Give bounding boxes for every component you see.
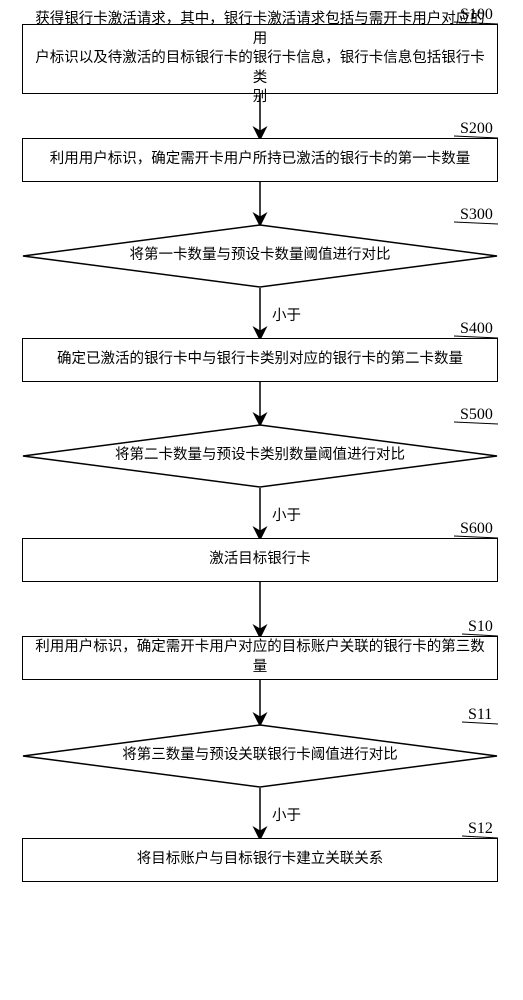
node-text: 获得银行卡激活请求，其中，银行卡激活请求包括与需开卡用户对应的用 户标识以及待激… — [31, 10, 489, 108]
flow-rect-s10: 利用用户标识，确定需开卡用户对应的目标账户关联的银行卡的第三数量 — [22, 636, 498, 680]
step-label-s100: S100 — [460, 6, 493, 24]
step-label-s11: S11 — [468, 706, 492, 724]
edge-label: 小于 — [272, 304, 301, 325]
node-text: 利用用户标识，确定需开卡用户所持已激活的银行卡的第一卡数量 — [50, 150, 471, 170]
step-label-s12: S12 — [468, 820, 493, 838]
flowchart-stage: 获得银行卡激活请求，其中，银行卡激活请求包括与需开卡用户对应的用 户标识以及待激… — [0, 0, 523, 1000]
step-label-s200: S200 — [460, 120, 493, 138]
flow-diamond-s11: 将第三数量与预设关联银行卡阈值进行对比 — [22, 724, 498, 788]
edge-label: 小于 — [272, 504, 301, 525]
step-label-s600: S600 — [460, 520, 493, 538]
step-label-s400: S400 — [460, 320, 493, 338]
step-label-s300: S300 — [460, 206, 493, 224]
node-text: 确定已激活的银行卡中与银行卡类别对应的银行卡的第二卡数量 — [57, 350, 463, 370]
edge-label: 小于 — [272, 804, 301, 825]
node-text: 将第一卡数量与预设卡数量阈值进行对比 — [22, 246, 498, 266]
step-label-s500: S500 — [460, 406, 493, 424]
flow-rect-s200: 利用用户标识，确定需开卡用户所持已激活的银行卡的第一卡数量 — [22, 138, 498, 182]
flow-rect-s400: 确定已激活的银行卡中与银行卡类别对应的银行卡的第二卡数量 — [22, 338, 498, 382]
flow-rect-s600: 激活目标银行卡 — [22, 538, 498, 582]
node-text: 将目标账户与目标银行卡建立关联关系 — [137, 850, 384, 870]
flow-diamond-s500: 将第二卡数量与预设卡类别数量阈值进行对比 — [22, 424, 498, 488]
node-text: 将第三数量与预设关联银行卡阈值进行对比 — [22, 746, 498, 766]
flow-diamond-s300: 将第一卡数量与预设卡数量阈值进行对比 — [22, 224, 498, 288]
step-label-s10: S10 — [468, 618, 493, 636]
flow-rect-s100: 获得银行卡激活请求，其中，银行卡激活请求包括与需开卡用户对应的用 户标识以及待激… — [22, 24, 498, 94]
flow-rect-s12: 将目标账户与目标银行卡建立关联关系 — [22, 838, 498, 882]
node-text: 利用用户标识，确定需开卡用户对应的目标账户关联的银行卡的第三数量 — [31, 638, 489, 677]
node-text: 将第二卡数量与预设卡类别数量阈值进行对比 — [22, 446, 498, 466]
node-text: 激活目标银行卡 — [209, 550, 311, 570]
